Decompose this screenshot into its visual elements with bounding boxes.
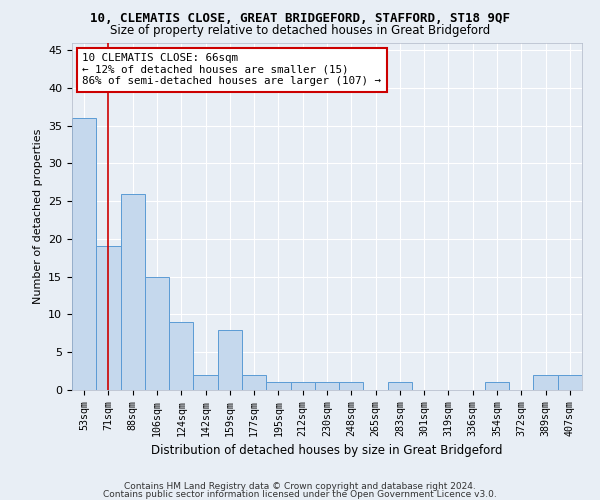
Bar — [266, 382, 290, 390]
Bar — [218, 330, 242, 390]
Bar — [388, 382, 412, 390]
Bar — [339, 382, 364, 390]
Bar — [315, 382, 339, 390]
Bar — [72, 118, 96, 390]
Text: Size of property relative to detached houses in Great Bridgeford: Size of property relative to detached ho… — [110, 24, 490, 37]
Y-axis label: Number of detached properties: Number of detached properties — [32, 128, 43, 304]
Bar — [121, 194, 145, 390]
Bar — [193, 375, 218, 390]
Bar — [145, 276, 169, 390]
Bar — [290, 382, 315, 390]
Bar — [533, 375, 558, 390]
Bar — [558, 375, 582, 390]
Bar — [242, 375, 266, 390]
X-axis label: Distribution of detached houses by size in Great Bridgeford: Distribution of detached houses by size … — [151, 444, 503, 457]
Text: Contains HM Land Registry data © Crown copyright and database right 2024.: Contains HM Land Registry data © Crown c… — [124, 482, 476, 491]
Text: 10, CLEMATIS CLOSE, GREAT BRIDGEFORD, STAFFORD, ST18 9QF: 10, CLEMATIS CLOSE, GREAT BRIDGEFORD, ST… — [90, 12, 510, 26]
Bar — [169, 322, 193, 390]
Text: Contains public sector information licensed under the Open Government Licence v3: Contains public sector information licen… — [103, 490, 497, 499]
Text: 10 CLEMATIS CLOSE: 66sqm
← 12% of detached houses are smaller (15)
86% of semi-d: 10 CLEMATIS CLOSE: 66sqm ← 12% of detach… — [82, 53, 381, 86]
Bar — [485, 382, 509, 390]
Bar — [96, 246, 121, 390]
